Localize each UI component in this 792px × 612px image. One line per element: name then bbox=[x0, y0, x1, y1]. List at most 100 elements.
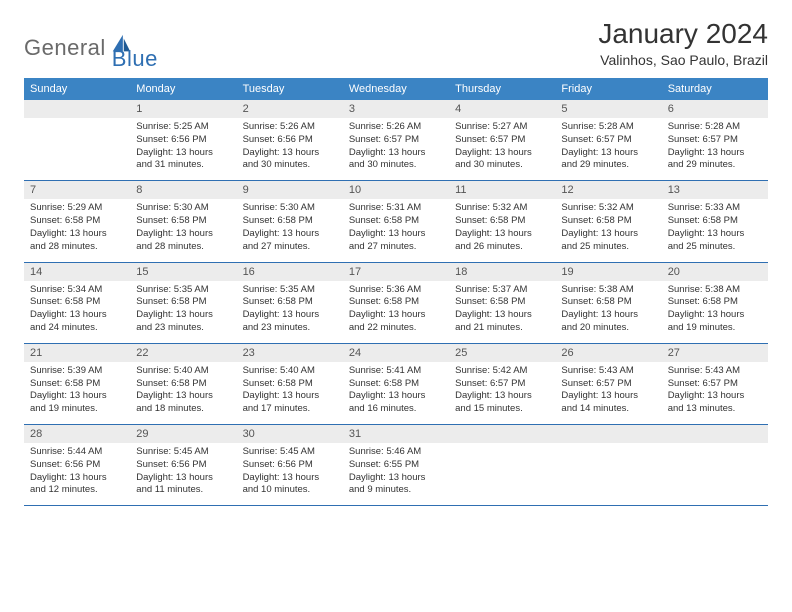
sunset-text: Sunset: 6:55 PM bbox=[349, 459, 443, 472]
day-detail: Sunrise: 5:43 AMSunset: 6:57 PMDaylight:… bbox=[662, 362, 768, 425]
daylight-text-2: and 28 minutes. bbox=[30, 241, 124, 254]
daynum: 2 bbox=[237, 100, 343, 118]
sunset-text: Sunset: 6:58 PM bbox=[136, 378, 230, 391]
daylight-text-1: Daylight: 13 hours bbox=[30, 228, 124, 241]
daylight-text-1: Daylight: 13 hours bbox=[455, 309, 549, 322]
daynum: 10 bbox=[343, 181, 449, 200]
daylight-text-2: and 30 minutes. bbox=[243, 159, 337, 172]
day-detail: Sunrise: 5:28 AMSunset: 6:57 PMDaylight:… bbox=[662, 118, 768, 181]
daylight-text-2: and 16 minutes. bbox=[349, 403, 443, 416]
daylight-text-2: and 27 minutes. bbox=[243, 241, 337, 254]
sunrise-text: Sunrise: 5:36 AM bbox=[349, 284, 443, 297]
daylight-text-2: and 21 minutes. bbox=[455, 322, 549, 335]
daylight-text-2: and 24 minutes. bbox=[30, 322, 124, 335]
sunrise-text: Sunrise: 5:35 AM bbox=[136, 284, 230, 297]
sunrise-text: Sunrise: 5:43 AM bbox=[668, 365, 762, 378]
daynum: 9 bbox=[237, 181, 343, 200]
daynum: 13 bbox=[662, 181, 768, 200]
sunset-text: Sunset: 6:58 PM bbox=[561, 296, 655, 309]
day-detail: Sunrise: 5:42 AMSunset: 6:57 PMDaylight:… bbox=[449, 362, 555, 425]
day-detail: Sunrise: 5:40 AMSunset: 6:58 PMDaylight:… bbox=[237, 362, 343, 425]
detail-empty bbox=[555, 443, 661, 506]
daynum: 17 bbox=[343, 262, 449, 281]
daylight-text-1: Daylight: 13 hours bbox=[136, 147, 230, 160]
weekday-header: Sunday bbox=[24, 78, 130, 100]
daynum: 4 bbox=[449, 100, 555, 118]
daynum-empty bbox=[662, 425, 768, 444]
daylight-text-1: Daylight: 13 hours bbox=[561, 309, 655, 322]
detail-row: Sunrise: 5:44 AMSunset: 6:56 PMDaylight:… bbox=[24, 443, 768, 506]
sunrise-text: Sunrise: 5:45 AM bbox=[136, 446, 230, 459]
sunset-text: Sunset: 6:58 PM bbox=[668, 296, 762, 309]
title-block: January 2024 Valinhos, Sao Paulo, Brazil bbox=[598, 18, 768, 68]
weekday-header: Friday bbox=[555, 78, 661, 100]
daynum: 8 bbox=[130, 181, 236, 200]
daynum: 29 bbox=[130, 425, 236, 444]
day-detail: Sunrise: 5:25 AMSunset: 6:56 PMDaylight:… bbox=[130, 118, 236, 181]
day-detail: Sunrise: 5:45 AMSunset: 6:56 PMDaylight:… bbox=[130, 443, 236, 506]
sunrise-text: Sunrise: 5:43 AM bbox=[561, 365, 655, 378]
daynum-row: 123456 bbox=[24, 100, 768, 118]
logo-text-blue: Blue bbox=[112, 46, 158, 72]
sunrise-text: Sunrise: 5:26 AM bbox=[243, 121, 337, 134]
weekday-header: Saturday bbox=[662, 78, 768, 100]
daylight-text-2: and 20 minutes. bbox=[561, 322, 655, 335]
detail-row: Sunrise: 5:25 AMSunset: 6:56 PMDaylight:… bbox=[24, 118, 768, 181]
month-title: January 2024 bbox=[598, 18, 768, 50]
header: General Blue January 2024 Valinhos, Sao … bbox=[24, 18, 768, 72]
daylight-text-2: and 14 minutes. bbox=[561, 403, 655, 416]
daynum: 24 bbox=[343, 343, 449, 362]
day-detail: Sunrise: 5:33 AMSunset: 6:58 PMDaylight:… bbox=[662, 199, 768, 262]
daynum: 14 bbox=[24, 262, 130, 281]
daylight-text-1: Daylight: 13 hours bbox=[30, 309, 124, 322]
daylight-text-1: Daylight: 13 hours bbox=[561, 228, 655, 241]
daylight-text-1: Daylight: 13 hours bbox=[455, 390, 549, 403]
sunrise-text: Sunrise: 5:44 AM bbox=[30, 446, 124, 459]
daylight-text-1: Daylight: 13 hours bbox=[243, 309, 337, 322]
daylight-text-2: and 29 minutes. bbox=[668, 159, 762, 172]
daylight-text-2: and 25 minutes. bbox=[668, 241, 762, 254]
sunrise-text: Sunrise: 5:41 AM bbox=[349, 365, 443, 378]
sunrise-text: Sunrise: 5:40 AM bbox=[243, 365, 337, 378]
daynum: 19 bbox=[555, 262, 661, 281]
weekday-header: Tuesday bbox=[237, 78, 343, 100]
daynum: 18 bbox=[449, 262, 555, 281]
daylight-text-2: and 10 minutes. bbox=[243, 484, 337, 497]
day-detail: Sunrise: 5:26 AMSunset: 6:56 PMDaylight:… bbox=[237, 118, 343, 181]
day-detail: Sunrise: 5:32 AMSunset: 6:58 PMDaylight:… bbox=[555, 199, 661, 262]
sunrise-text: Sunrise: 5:38 AM bbox=[561, 284, 655, 297]
day-detail: Sunrise: 5:46 AMSunset: 6:55 PMDaylight:… bbox=[343, 443, 449, 506]
sunset-text: Sunset: 6:57 PM bbox=[561, 134, 655, 147]
day-detail: Sunrise: 5:27 AMSunset: 6:57 PMDaylight:… bbox=[449, 118, 555, 181]
logo-text-general: General bbox=[24, 35, 106, 61]
detail-empty bbox=[24, 118, 130, 181]
day-detail: Sunrise: 5:30 AMSunset: 6:58 PMDaylight:… bbox=[130, 199, 236, 262]
sunrise-text: Sunrise: 5:27 AM bbox=[455, 121, 549, 134]
daylight-text-2: and 13 minutes. bbox=[668, 403, 762, 416]
sunset-text: Sunset: 6:57 PM bbox=[455, 378, 549, 391]
weekday-header: Monday bbox=[130, 78, 236, 100]
day-detail: Sunrise: 5:37 AMSunset: 6:58 PMDaylight:… bbox=[449, 281, 555, 344]
daynum-empty bbox=[449, 425, 555, 444]
daylight-text-1: Daylight: 13 hours bbox=[349, 309, 443, 322]
daylight-text-2: and 22 minutes. bbox=[349, 322, 443, 335]
weekday-header-row: SundayMondayTuesdayWednesdayThursdayFrid… bbox=[24, 78, 768, 100]
sunrise-text: Sunrise: 5:31 AM bbox=[349, 202, 443, 215]
day-detail: Sunrise: 5:43 AMSunset: 6:57 PMDaylight:… bbox=[555, 362, 661, 425]
daylight-text-1: Daylight: 13 hours bbox=[243, 147, 337, 160]
daylight-text-1: Daylight: 13 hours bbox=[561, 147, 655, 160]
daylight-text-1: Daylight: 13 hours bbox=[243, 390, 337, 403]
sunset-text: Sunset: 6:58 PM bbox=[30, 215, 124, 228]
weekday-header: Wednesday bbox=[343, 78, 449, 100]
daylight-text-1: Daylight: 13 hours bbox=[561, 390, 655, 403]
detail-empty bbox=[449, 443, 555, 506]
sunset-text: Sunset: 6:56 PM bbox=[136, 459, 230, 472]
daylight-text-2: and 26 minutes. bbox=[455, 241, 549, 254]
day-detail: Sunrise: 5:29 AMSunset: 6:58 PMDaylight:… bbox=[24, 199, 130, 262]
sunset-text: Sunset: 6:58 PM bbox=[455, 296, 549, 309]
day-detail: Sunrise: 5:36 AMSunset: 6:58 PMDaylight:… bbox=[343, 281, 449, 344]
daylight-text-1: Daylight: 13 hours bbox=[136, 228, 230, 241]
daylight-text-2: and 11 minutes. bbox=[136, 484, 230, 497]
sunrise-text: Sunrise: 5:25 AM bbox=[136, 121, 230, 134]
sunset-text: Sunset: 6:58 PM bbox=[668, 215, 762, 228]
